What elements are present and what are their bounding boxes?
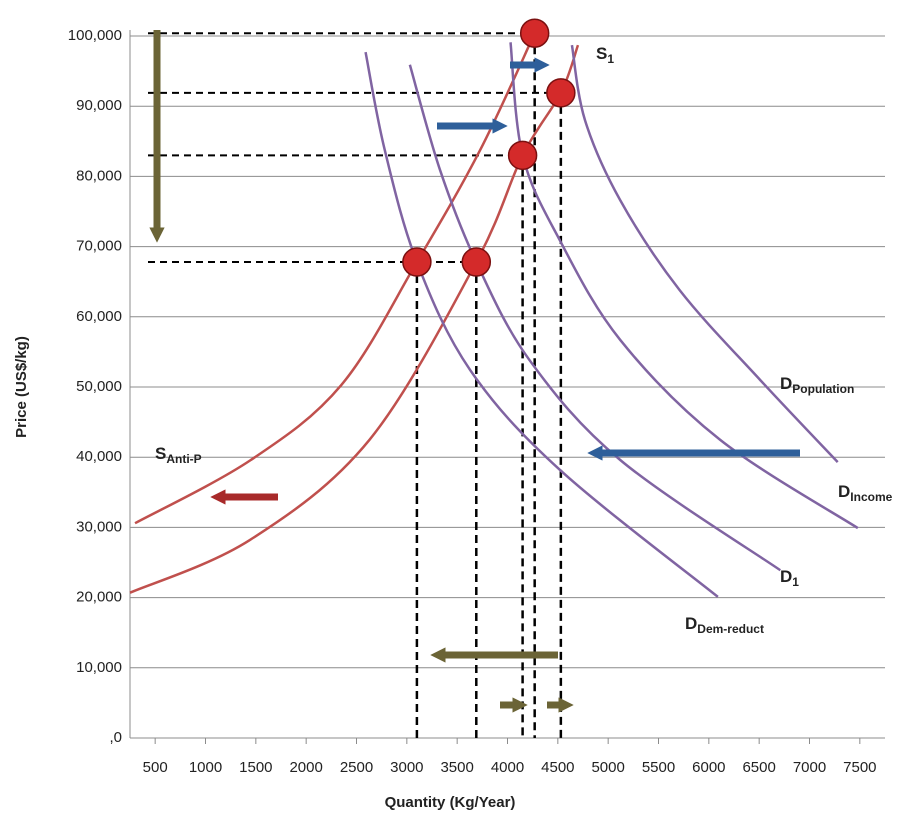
- series-label: DPopulation: [780, 374, 854, 396]
- equilibrium-point: [462, 248, 490, 276]
- x-tick-label: 7500: [843, 759, 876, 776]
- series-name: D: [780, 374, 792, 393]
- series-name: D: [780, 567, 792, 586]
- y-tick-label: ,0: [109, 729, 122, 746]
- series-subscript: Population: [792, 382, 854, 396]
- series-label: SAnti-P: [155, 444, 202, 466]
- x-tick-label: 500: [143, 759, 168, 776]
- equilibrium-point: [547, 79, 575, 107]
- curve: [366, 52, 718, 597]
- x-tick-label: 2500: [340, 759, 373, 776]
- y-tick-label: 90,000: [76, 97, 122, 114]
- series-subscript: Dem-reduct: [697, 622, 764, 636]
- series-label: S1: [596, 44, 614, 66]
- guides: [148, 33, 561, 738]
- series-name: D: [838, 482, 850, 501]
- series-subscript: Anti-P: [166, 452, 201, 466]
- y-tick-label: 100,000: [68, 27, 122, 44]
- series-subscript: 1: [792, 575, 799, 589]
- curve: [410, 65, 780, 570]
- series-label: D1: [780, 567, 799, 589]
- arrows: [157, 30, 800, 705]
- series-name: S: [155, 444, 166, 463]
- x-tick-label: 6000: [692, 759, 725, 776]
- x-tick-label: 1500: [239, 759, 272, 776]
- grid: ,0 10,000 20,000 30,000 40,000 50,000 60,000 70…: [68, 27, 885, 776]
- x-axis-title: Quantity (Kg/Year): [385, 794, 516, 811]
- y-tick-label: 10,000: [76, 659, 122, 676]
- equilibrium-point: [521, 19, 549, 47]
- x-tick-label: 3000: [390, 759, 423, 776]
- curves: [130, 33, 858, 597]
- x-tick-label: 4000: [491, 759, 524, 776]
- y-tick-label: 30,000: [76, 518, 122, 535]
- series-subscript: 1: [607, 52, 614, 66]
- y-axis-title: Price (US$/kg): [13, 336, 30, 438]
- x-tick-label: 7000: [793, 759, 826, 776]
- x-tick-label: 6500: [742, 759, 775, 776]
- y-tick-label: 50,000: [76, 378, 122, 395]
- series-subscript: Income: [850, 490, 892, 504]
- chart: ,0 10,000 20,000 30,000 40,000 50,000 60,000 70…: [0, 0, 922, 814]
- curve: [130, 45, 578, 593]
- equilibrium-point: [403, 248, 431, 276]
- series-name: S: [596, 44, 607, 63]
- y-tick-label: 70,000: [76, 238, 122, 255]
- x-tick-label: 1000: [189, 759, 222, 776]
- y-tick-label: 40,000: [76, 448, 122, 465]
- series-label: DIncome: [838, 482, 893, 504]
- y-tick-label: 20,000: [76, 589, 122, 606]
- x-tick-label: 5000: [591, 759, 624, 776]
- series-name: D: [685, 614, 697, 633]
- equilibrium-point: [509, 141, 537, 169]
- x-tick-label: 4500: [541, 759, 574, 776]
- series-label: DDem-reduct: [685, 614, 764, 636]
- y-tick-label: 80,000: [76, 167, 122, 184]
- x-tick-label: 5500: [642, 759, 675, 776]
- y-tick-label: 60,000: [76, 308, 122, 325]
- x-tick-label: 2000: [289, 759, 322, 776]
- curve: [572, 45, 838, 462]
- x-tick-label: 3500: [440, 759, 473, 776]
